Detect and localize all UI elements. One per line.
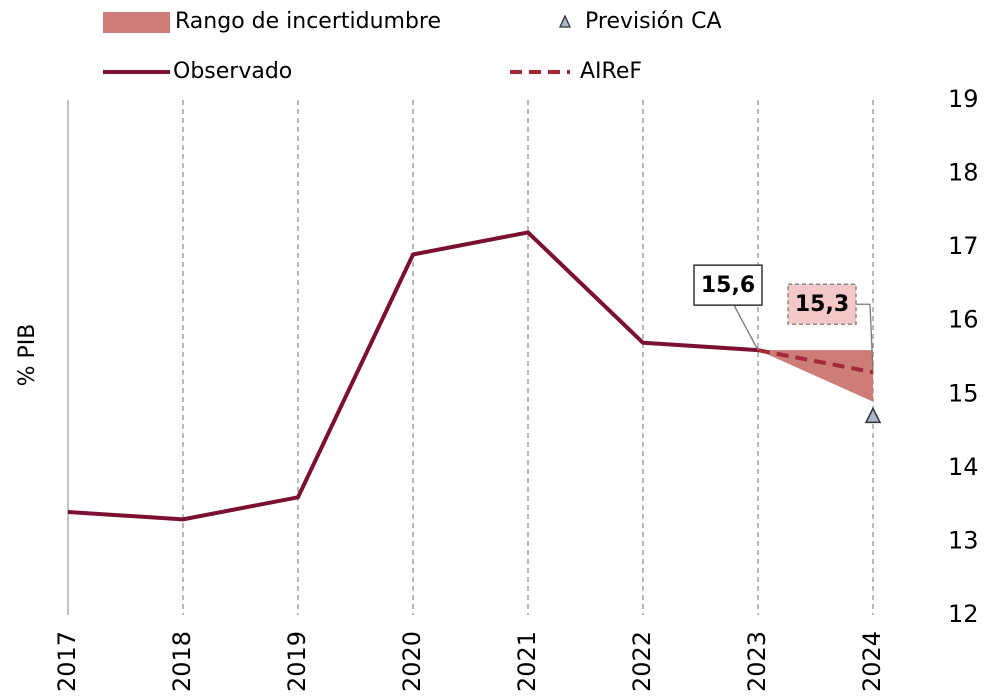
y-axis-label: % PIB [15, 324, 40, 387]
data-label: 15,6 [701, 273, 755, 298]
x-tick-label: 2022 [628, 631, 656, 692]
legend-label: Rango de incertidumbre [175, 9, 441, 34]
y-tick-label: 17 [948, 232, 979, 260]
label-connector [733, 304, 759, 351]
series-line [757, 348, 874, 375]
legend-label: AIReF [580, 59, 642, 84]
y-tick-label: 13 [948, 526, 979, 554]
x-tick-label: 2019 [283, 631, 311, 692]
x-tick-label: 2020 [398, 631, 426, 692]
y-tick-label: 19 [948, 85, 979, 113]
x-tick-label: 2017 [53, 631, 81, 692]
series-line [67, 230, 759, 522]
forecast-marker [864, 406, 882, 424]
label-box [693, 264, 763, 306]
y-tick-label: 12 [948, 600, 979, 628]
legend-swatch [558, 14, 572, 28]
label-box [787, 283, 857, 325]
legend-swatch [103, 12, 170, 33]
data-label: 15,3 [795, 292, 849, 317]
uncertainty-band [758, 350, 873, 402]
y-tick-label: 18 [948, 159, 979, 187]
y-tick-label: 15 [948, 379, 979, 407]
x-tick-label: 2018 [168, 631, 196, 692]
x-tick-label: 2021 [513, 631, 541, 692]
label-connector [856, 303, 874, 373]
legend-label: Observado [173, 59, 292, 84]
legend-label: Previsión CA [585, 9, 722, 34]
y-tick-label: 14 [948, 453, 979, 481]
x-tick-label: 2023 [743, 631, 771, 692]
y-tick-label: 16 [948, 306, 979, 334]
x-tick-label: 2024 [858, 631, 886, 692]
